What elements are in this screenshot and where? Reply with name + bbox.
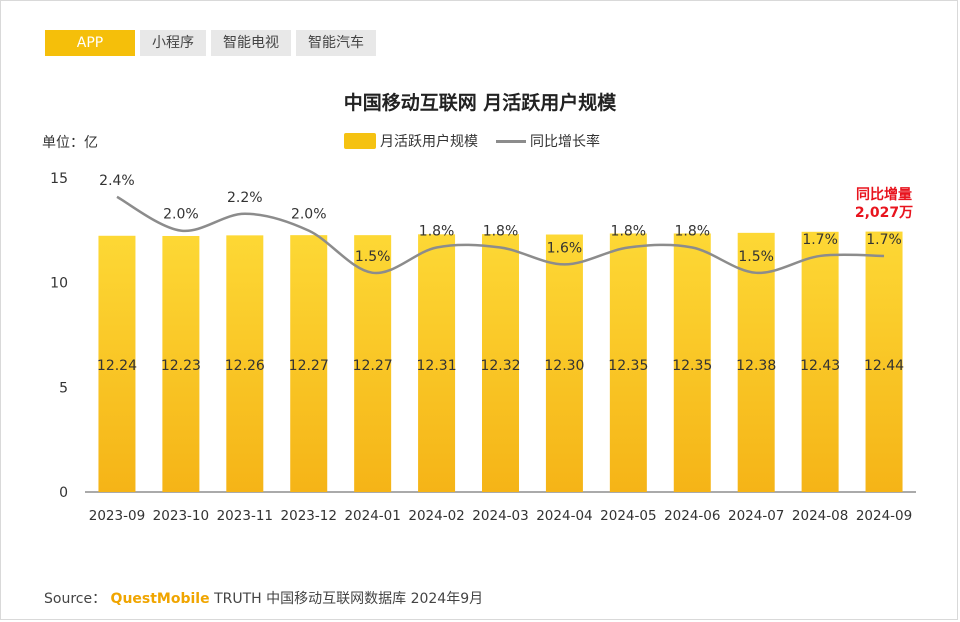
y-tick-label: 10 [50, 276, 68, 292]
x-tick-label: 2024-02 [408, 508, 464, 524]
yoy-rate-label: 1.5% [355, 249, 391, 265]
yoy-rate-label: 2.0% [291, 207, 327, 223]
y-tick-label: 5 [59, 380, 68, 396]
tab-smart-tv[interactable]: 智能电视 [211, 30, 291, 56]
bar-value-label: 12.26 [225, 358, 265, 374]
x-tick-label: 2023-10 [153, 508, 209, 524]
legend-line-label: 同比增长率 [530, 134, 600, 150]
source-brand: QuestMobile [110, 591, 210, 607]
legend-bar-label: 月活跃用户规模 [380, 134, 478, 150]
y-tick-label: 0 [59, 485, 68, 501]
legend-line-swatch [496, 139, 526, 143]
yoy-rate-label: 2.2% [227, 190, 263, 206]
bar-value-label: 12.27 [353, 358, 393, 374]
bar [545, 234, 583, 492]
bar [226, 235, 264, 492]
bar-value-label: 12.32 [480, 358, 520, 374]
bar [98, 235, 136, 492]
yoy-rate-label: 2.4% [99, 173, 135, 189]
x-tick-label: 2023-11 [217, 508, 273, 524]
callout-line1: 同比增量 [856, 187, 912, 203]
bar-value-label: 12.44 [864, 358, 904, 374]
x-tick-label: 2023-12 [281, 508, 337, 524]
bar-value-label: 12.35 [672, 358, 712, 374]
bar-value-label: 12.23 [161, 358, 201, 374]
yoy-rate-label: 1.8% [611, 224, 647, 240]
x-tick-label: 2024-09 [856, 508, 912, 524]
yoy-rate-label: 2.0% [163, 207, 199, 223]
bar [290, 235, 328, 492]
tab-smart-car[interactable]: 智能汽车 [296, 30, 376, 56]
tab-mini-program[interactable]: 小程序 [140, 30, 206, 56]
unit-label: 单位：亿 [42, 135, 98, 151]
callout-line2: 2,027万 [854, 205, 914, 221]
x-tick-label: 2024-06 [664, 508, 720, 524]
bar-value-label: 12.38 [736, 358, 776, 374]
bar-value-label: 12.43 [800, 358, 840, 374]
yoy-rate-label: 1.6% [547, 240, 583, 256]
tab-app[interactable]: APP [45, 30, 135, 56]
legend-bar-swatch [344, 133, 376, 149]
source-prefix: Source： [44, 591, 107, 607]
yoy-rate-label: 1.7% [802, 232, 838, 248]
bar-value-label: 12.30 [544, 358, 584, 374]
bar-value-label: 12.24 [97, 358, 137, 374]
x-tick-label: 2023-09 [89, 508, 145, 524]
source-note: Source： QuestMobile TRUTH 中国移动互联网数据库 202… [44, 588, 483, 608]
yoy-rate-label: 1.8% [483, 224, 519, 240]
bar [354, 235, 392, 492]
bar [801, 231, 839, 493]
tab-bar: APP 小程序 智能电视 智能汽车 [45, 30, 376, 56]
bar-value-label: 12.35 [608, 358, 648, 374]
yoy-rate-label: 1.8% [419, 224, 455, 240]
x-tick-label: 2024-05 [600, 508, 656, 524]
bar-value-label: 12.31 [417, 358, 457, 374]
x-tick-label: 2024-03 [472, 508, 528, 524]
bar [737, 232, 775, 492]
x-tick-label: 2024-04 [536, 508, 592, 524]
x-tick-label: 2024-01 [344, 508, 400, 524]
bar [482, 234, 519, 493]
bar [673, 233, 711, 492]
bar [609, 233, 647, 492]
bar [162, 235, 200, 492]
y-tick-label: 15 [50, 171, 68, 187]
source-rest: TRUTH 中国移动互联网数据库 2024年9月 [214, 591, 484, 607]
x-tick-label: 2024-07 [728, 508, 784, 524]
chart-title: 中国移动互联网 月活跃用户规模 [343, 92, 617, 114]
bar [865, 231, 903, 492]
legend: 月活跃用户规模 同比增长率 [344, 131, 600, 151]
yoy-growth-line [116, 195, 885, 275]
bar [418, 234, 456, 492]
yoy-rate-label: 1.8% [674, 224, 710, 240]
bar-value-label: 12.27 [289, 358, 329, 374]
x-tick-label: 2024-08 [792, 508, 848, 524]
yoy-increment-callout: 同比增量 2,027万 [832, 186, 936, 222]
yoy-rate-label: 1.7% [866, 232, 902, 248]
yoy-rate-label: 1.5% [738, 249, 774, 265]
